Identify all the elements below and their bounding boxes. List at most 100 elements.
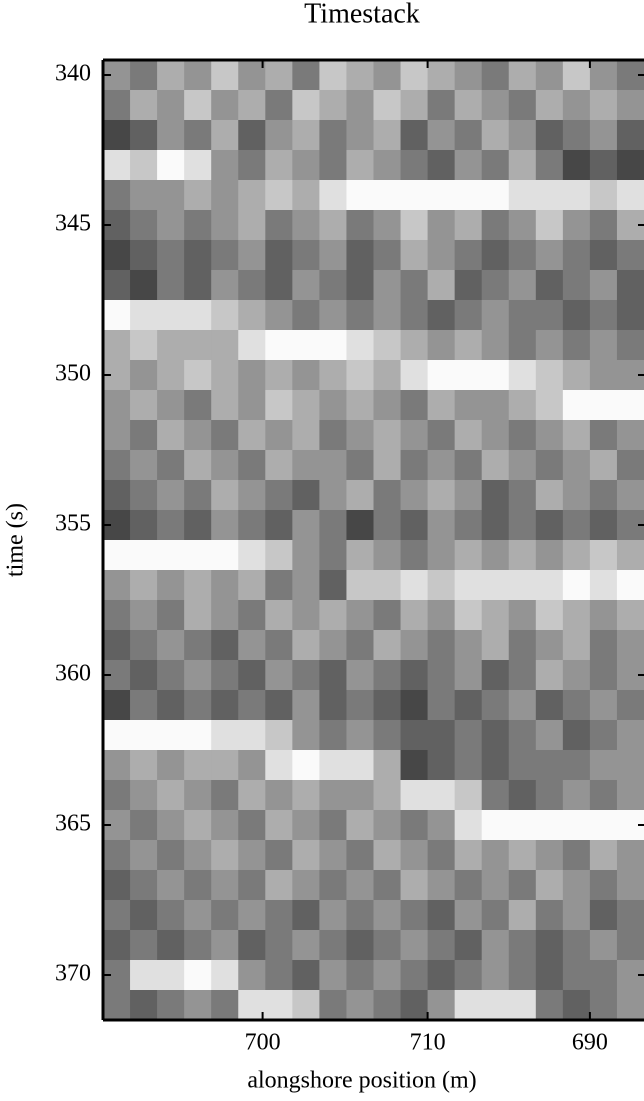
cell bbox=[616, 750, 644, 781]
cell bbox=[184, 60, 212, 91]
cell bbox=[589, 600, 618, 631]
cell bbox=[346, 240, 374, 271]
cell bbox=[454, 750, 483, 781]
cell bbox=[265, 570, 293, 601]
cell bbox=[562, 750, 591, 781]
cell bbox=[427, 870, 456, 901]
cell bbox=[103, 150, 131, 181]
cell bbox=[319, 660, 347, 691]
cell bbox=[265, 210, 293, 241]
cell bbox=[157, 270, 185, 301]
cell bbox=[400, 240, 429, 271]
x-tick-label: 690 bbox=[572, 1030, 608, 1056]
cell bbox=[130, 90, 158, 121]
cell bbox=[157, 570, 185, 601]
cell bbox=[211, 510, 239, 541]
cell bbox=[292, 510, 320, 541]
cell bbox=[589, 690, 618, 721]
cell bbox=[265, 420, 293, 451]
cell bbox=[157, 300, 185, 331]
cell bbox=[400, 210, 429, 241]
cell bbox=[562, 180, 591, 211]
cell bbox=[346, 90, 374, 121]
cell bbox=[346, 990, 374, 1021]
cell bbox=[130, 570, 158, 601]
cell bbox=[157, 360, 185, 391]
cell bbox=[346, 450, 374, 481]
cell bbox=[481, 270, 510, 301]
cell bbox=[481, 300, 510, 331]
cell bbox=[373, 240, 402, 271]
cell bbox=[238, 690, 266, 721]
cell bbox=[130, 120, 158, 151]
cell bbox=[454, 690, 483, 721]
cell bbox=[400, 60, 429, 91]
cell bbox=[427, 480, 456, 511]
cell bbox=[373, 90, 402, 121]
cell bbox=[454, 870, 483, 901]
cell bbox=[292, 450, 320, 481]
cell bbox=[130, 390, 158, 421]
cell bbox=[103, 570, 131, 601]
cell bbox=[481, 990, 510, 1021]
cell bbox=[562, 300, 591, 331]
cell bbox=[589, 150, 618, 181]
cell bbox=[238, 510, 266, 541]
cell bbox=[292, 360, 320, 391]
cell bbox=[130, 510, 158, 541]
cell bbox=[211, 120, 239, 151]
cell bbox=[238, 540, 266, 571]
cell bbox=[562, 990, 591, 1021]
cell bbox=[211, 270, 239, 301]
cell bbox=[184, 630, 212, 661]
cell bbox=[508, 150, 537, 181]
cell bbox=[211, 930, 239, 961]
y-tick-label: 350 bbox=[55, 361, 91, 387]
cell bbox=[346, 120, 374, 151]
cell bbox=[103, 330, 131, 361]
cell bbox=[535, 150, 564, 181]
cell bbox=[130, 540, 158, 571]
cell bbox=[319, 750, 347, 781]
cell bbox=[130, 840, 158, 871]
cell bbox=[184, 180, 212, 211]
cell bbox=[346, 60, 374, 91]
cell bbox=[400, 150, 429, 181]
cell bbox=[427, 750, 456, 781]
cell bbox=[454, 180, 483, 211]
cell bbox=[130, 750, 158, 781]
cell bbox=[373, 180, 402, 211]
cell bbox=[616, 330, 644, 361]
cell bbox=[373, 690, 402, 721]
cell bbox=[616, 540, 644, 571]
cell bbox=[427, 780, 456, 811]
cell bbox=[211, 90, 239, 121]
cell bbox=[157, 150, 185, 181]
cell bbox=[292, 690, 320, 721]
cell bbox=[319, 480, 347, 511]
cell bbox=[454, 990, 483, 1021]
cell bbox=[103, 630, 131, 661]
cell bbox=[184, 510, 212, 541]
cell bbox=[211, 960, 239, 991]
cell bbox=[373, 570, 402, 601]
cell bbox=[589, 570, 618, 601]
cell bbox=[265, 330, 293, 361]
cell bbox=[157, 450, 185, 481]
cell bbox=[535, 960, 564, 991]
cell bbox=[238, 90, 266, 121]
cell bbox=[184, 90, 212, 121]
cell bbox=[427, 60, 456, 91]
cell bbox=[589, 60, 618, 91]
cell bbox=[400, 840, 429, 871]
cell bbox=[616, 180, 644, 211]
cell bbox=[130, 180, 158, 211]
cell bbox=[319, 360, 347, 391]
cell bbox=[130, 150, 158, 181]
cell bbox=[130, 960, 158, 991]
cell bbox=[427, 960, 456, 991]
cell bbox=[427, 150, 456, 181]
cell bbox=[616, 270, 644, 301]
cell bbox=[157, 990, 185, 1021]
cell bbox=[238, 600, 266, 631]
